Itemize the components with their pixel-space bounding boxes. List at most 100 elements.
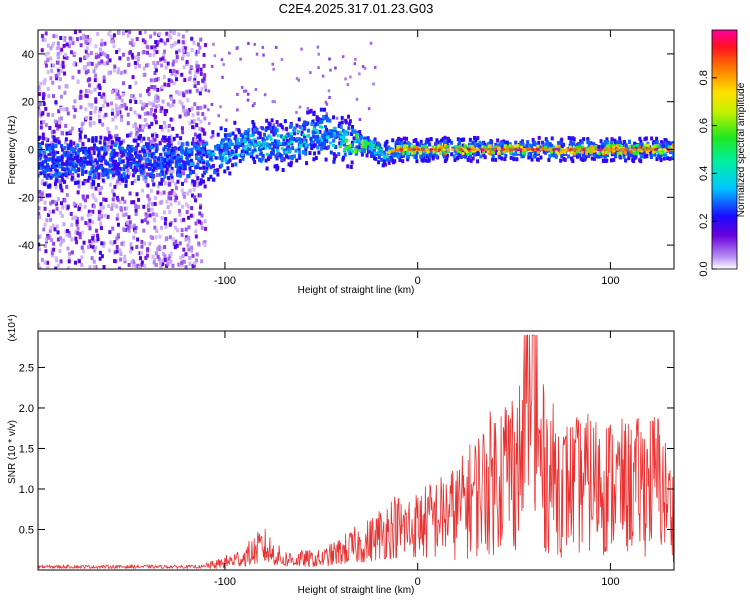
noise-cell — [38, 111, 40, 116]
ridge-cell — [207, 153, 211, 157]
noise-cell — [46, 70, 50, 75]
ridge-peak — [416, 148, 421, 151]
ridge-cell — [216, 143, 220, 148]
ridge-cell — [392, 153, 396, 158]
noise-cell — [157, 103, 161, 108]
noise-cell — [68, 251, 72, 256]
ridge-cell — [202, 161, 206, 165]
noise-cell — [116, 222, 120, 227]
ridge-cell — [87, 138, 91, 143]
noise-cell — [153, 48, 157, 53]
ridge-peak — [632, 148, 637, 151]
ridge-cell — [464, 154, 468, 159]
ridge-cell — [461, 152, 465, 156]
ridge-cell — [613, 138, 617, 143]
ridge-cell — [97, 164, 101, 168]
ridge-cell — [291, 137, 295, 142]
noise-cell — [41, 37, 45, 42]
noise-cell — [180, 228, 184, 233]
ridge-peak — [424, 148, 429, 151]
ridge-cell — [584, 152, 588, 156]
ridge-cell — [377, 155, 381, 160]
ridge-cell — [224, 156, 228, 160]
noise-cell — [154, 108, 158, 113]
ridge-cell — [222, 153, 226, 157]
noise-cell — [141, 128, 145, 133]
noise-cell — [126, 121, 130, 126]
noise-cell — [98, 250, 102, 255]
noise-cell — [191, 141, 195, 146]
ridge-cell — [138, 150, 142, 154]
ridge-cell — [570, 142, 574, 147]
noise-cell — [169, 169, 173, 174]
noise-cell — [156, 254, 160, 259]
noise-cell — [153, 146, 157, 151]
y-tick-label: 40 — [22, 49, 34, 61]
noise-cell — [344, 77, 347, 81]
ridge-cell — [521, 151, 525, 155]
noise-cell — [76, 231, 80, 236]
ridge-cell — [633, 141, 637, 146]
ridge-cell — [58, 155, 62, 159]
noise-cell — [161, 99, 165, 104]
ridge-cell — [68, 170, 72, 175]
ridge-cell — [272, 143, 276, 148]
noise-cell — [130, 52, 134, 57]
noise-cell — [159, 57, 163, 62]
noise-cell — [196, 111, 200, 116]
ridge-cell — [198, 151, 202, 155]
noise-cell — [75, 37, 79, 42]
ridge-cell — [168, 160, 172, 164]
noise-cell — [115, 216, 119, 221]
noise-cell — [47, 235, 51, 240]
noise-cell — [73, 99, 77, 104]
ridge-cell — [570, 136, 574, 141]
y-tick-label: 0.5 — [19, 524, 34, 536]
noise-cell — [50, 169, 54, 174]
noise-cell — [165, 263, 169, 268]
ridge-cell — [250, 141, 254, 146]
noise-cell — [136, 150, 140, 155]
noise-cell — [78, 132, 82, 137]
ridge-cell — [466, 157, 470, 162]
ridge-peak — [450, 148, 455, 151]
noise-cell — [273, 100, 276, 104]
noise-cell — [105, 141, 109, 146]
noise-cell — [198, 193, 202, 198]
ridge-cell — [268, 126, 272, 131]
noise-cell — [61, 205, 65, 210]
ridge-cell — [597, 147, 601, 152]
ridge-cell — [319, 141, 323, 146]
noise-cell — [60, 201, 64, 206]
noise-cell — [58, 50, 62, 55]
noise-cell — [38, 242, 41, 247]
ridge-cell — [117, 137, 121, 142]
ridge-cell — [163, 135, 167, 140]
noise-cell — [66, 205, 70, 210]
noise-cell — [203, 116, 207, 121]
noise-cell — [174, 182, 178, 187]
noise-cell — [103, 99, 107, 104]
ridge-cell — [370, 146, 374, 150]
ridge-cell — [110, 170, 114, 175]
noise-cell — [182, 65, 186, 70]
ridge-cell — [282, 142, 286, 147]
ridge-cell — [362, 140, 366, 145]
ridge-cell — [298, 150, 302, 155]
ridge-cell — [552, 150, 556, 155]
ridge-cell — [445, 153, 449, 158]
noise-cell — [57, 69, 61, 74]
noise-cell — [188, 188, 192, 193]
ridge-cell — [304, 144, 308, 148]
ridge-cell — [516, 144, 520, 148]
ridge-cell — [379, 149, 383, 153]
noise-cell — [97, 61, 101, 66]
noise-cell — [117, 154, 121, 159]
ridge-cell — [263, 132, 267, 137]
ridge-cell — [509, 155, 513, 160]
noise-cell — [120, 103, 124, 108]
noise-cell — [138, 30, 142, 35]
ridge-cell — [231, 142, 235, 146]
noise-cell — [134, 208, 138, 213]
noise-cell — [134, 80, 138, 85]
